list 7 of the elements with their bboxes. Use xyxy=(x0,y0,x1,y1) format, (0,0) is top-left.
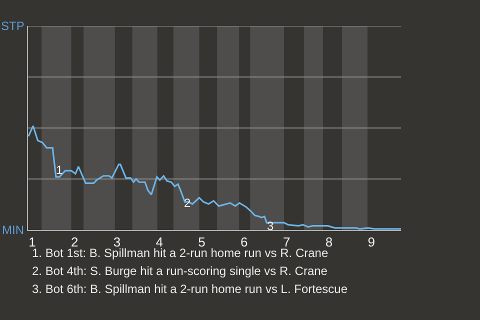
text: 2. Bot 4th: S. Burge hit a run-scoring single vs R. Crane xyxy=(32,264,328,278)
x-tick-label: 9 xyxy=(368,234,375,250)
text: MIN xyxy=(2,223,24,237)
annotation: 3 xyxy=(267,219,274,233)
text: 3. Bot 6th: B. Spillman hit a 2-run home run vs L. Fortescue xyxy=(32,282,348,296)
text: STP xyxy=(1,19,24,33)
annotation: 1 xyxy=(56,163,63,177)
